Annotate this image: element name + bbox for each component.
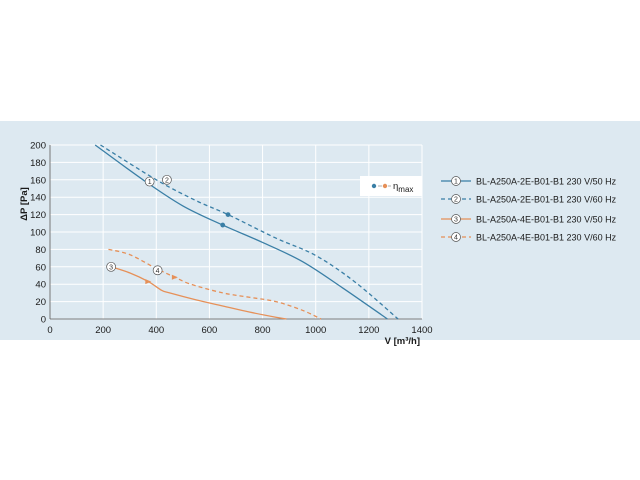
legend-entry-1: BL-A250A-2E-B01-B1 230 V/50 Hz bbox=[476, 177, 617, 187]
x-tick-label: 1000 bbox=[305, 325, 326, 336]
x-tick-label: 200 bbox=[95, 325, 111, 336]
eta-max-point-4 bbox=[171, 274, 178, 280]
x-tick-label: 1200 bbox=[358, 325, 379, 336]
legend-entry-3: BL-A250A-4E-B01-B1 230 V/50 Hz bbox=[476, 215, 617, 225]
y-tick-label: 40 bbox=[35, 280, 46, 291]
legend-number-text: 4 bbox=[454, 235, 458, 242]
curve-number-text: 4 bbox=[156, 268, 160, 275]
x-axis-title: V [m³/h] bbox=[385, 336, 420, 347]
series-group: 1 2 3 4 bbox=[94, 144, 399, 320]
curve-number-badge-4 bbox=[152, 265, 163, 276]
x-tick-label: 600 bbox=[201, 325, 217, 336]
x-tick-label: 1400 bbox=[411, 325, 432, 336]
series-line-4 bbox=[108, 248, 322, 320]
series-line-3 bbox=[110, 266, 287, 320]
legend-entry-4: BL-A250A-4E-B01-B1 230 V/60 Hz bbox=[476, 233, 617, 243]
legend-number-badge-4 bbox=[451, 232, 461, 242]
y-tick-label: 200 bbox=[30, 141, 46, 152]
curve-number-text: 3 bbox=[109, 264, 113, 271]
y-tick-label: 120 bbox=[30, 210, 46, 221]
legend-entry-2: BL-A250A-2E-B01-B1 230 V/60 Hz bbox=[476, 195, 617, 205]
curve-number-text: 1 bbox=[148, 179, 152, 186]
y-tick-label: 60 bbox=[35, 262, 46, 273]
axes: 0 20 40 60 80 100 120 140 160 180 200 0 200 400 600 800… bbox=[30, 141, 432, 337]
legend-number-badge-3 bbox=[451, 214, 461, 224]
curve-number-badge-3 bbox=[106, 261, 116, 272]
y-tick-label: 100 bbox=[30, 228, 46, 239]
legend-number-text: 2 bbox=[454, 197, 458, 204]
legend-number-badge-2 bbox=[451, 194, 461, 204]
curve-number-text: 2 bbox=[165, 177, 169, 184]
y-axis-title: ΔP [Pa] bbox=[19, 187, 30, 221]
y-tick-label: 140 bbox=[30, 193, 46, 204]
y-tick-label: 80 bbox=[35, 245, 46, 256]
eta-legend-dot-orange bbox=[382, 183, 388, 189]
y-tick-label: 0 bbox=[41, 315, 46, 326]
x-tick-label: 800 bbox=[255, 325, 271, 336]
curve-number-badge-1 bbox=[144, 176, 155, 187]
eta-legend-dot-blue bbox=[371, 183, 377, 189]
series-line-2 bbox=[100, 144, 399, 320]
y-tick-label: 160 bbox=[30, 175, 46, 186]
eta-max-point-1 bbox=[220, 222, 226, 228]
x-tick-label: 0 bbox=[47, 325, 52, 336]
grid bbox=[49, 144, 423, 320]
y-tick-label: 180 bbox=[30, 158, 46, 169]
eta-max-point-2 bbox=[225, 212, 231, 218]
legend-number-text: 3 bbox=[454, 217, 458, 224]
y-tick-label: 20 bbox=[35, 297, 46, 308]
legend: ηmax 1 BL-A250A-2E-B01-B1 230 V/50 Hz 2 BL-A… bbox=[360, 176, 617, 243]
legend-number-text: 1 bbox=[454, 179, 458, 186]
x-tick-label: 400 bbox=[148, 325, 164, 336]
eta-max-point-3 bbox=[145, 279, 152, 285]
legend-number-badge-1 bbox=[451, 176, 461, 186]
curve-number-badge-2 bbox=[162, 174, 172, 185]
eta-legend-subscript: max bbox=[398, 185, 413, 194]
eta-legend-label: ηmax bbox=[393, 181, 413, 194]
